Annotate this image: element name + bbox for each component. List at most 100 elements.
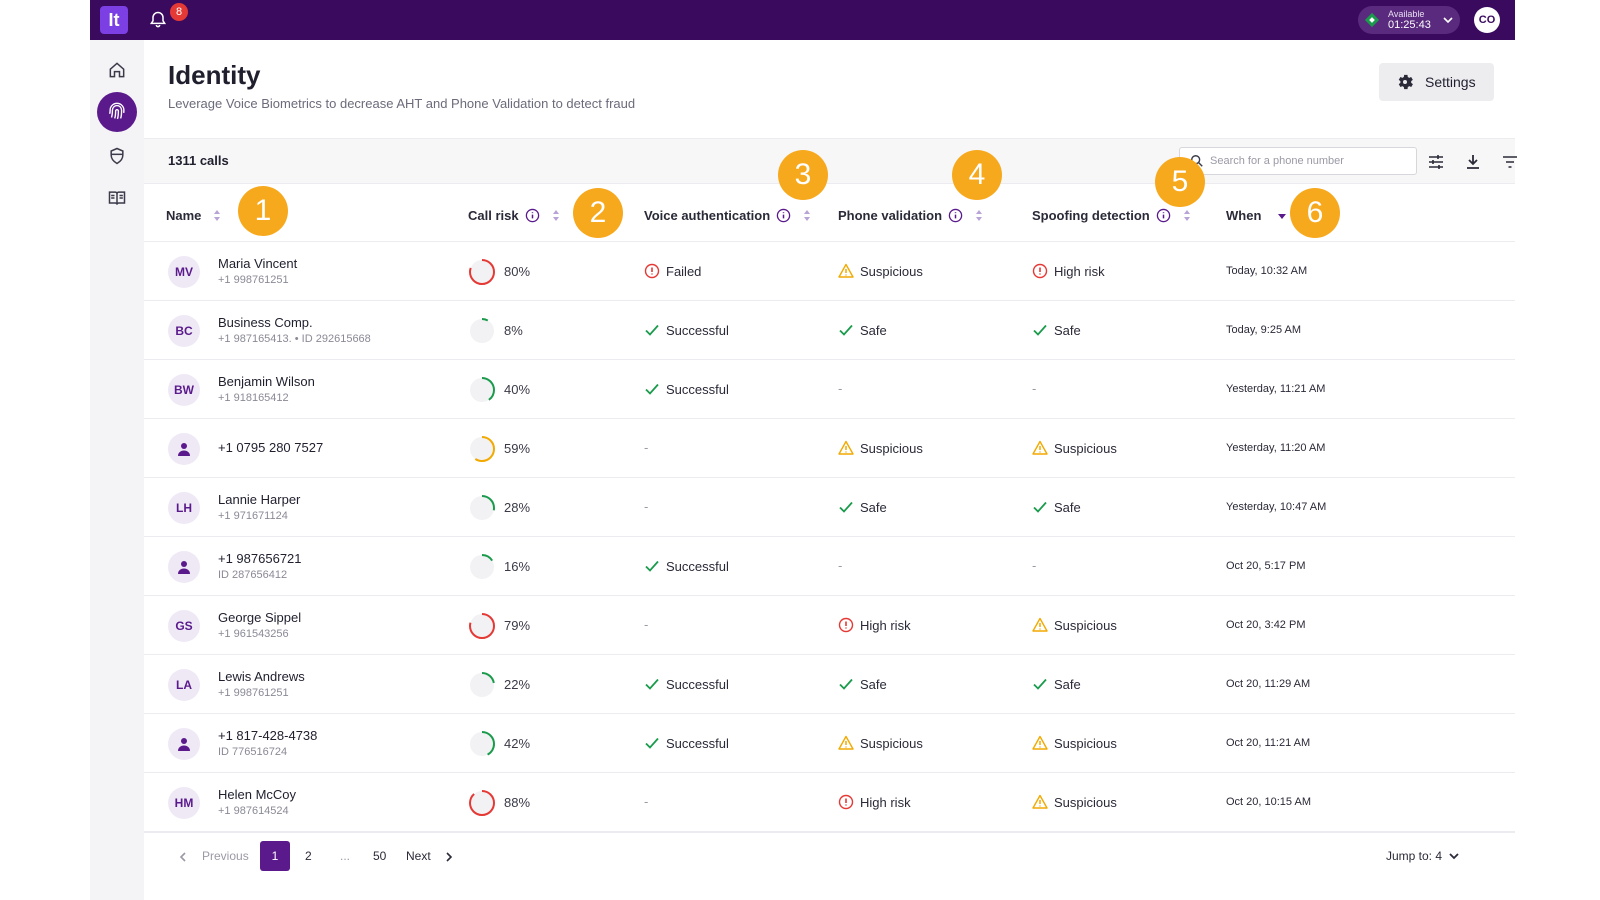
sort-icon[interactable] [975, 210, 983, 221]
risk-gauge [469, 672, 495, 698]
agent-status-dropdown[interactable]: Available 01:25:43 [1358, 6, 1460, 34]
caller-name[interactable]: Lewis Andrews [218, 669, 305, 684]
caller-details: +1 987165413. • ID 292615668 [218, 333, 371, 345]
column-header-when[interactable]: When [1226, 208, 1287, 223]
avatar: LA [168, 669, 200, 701]
calls-count: 1311 calls [168, 153, 229, 168]
call-time: Oct 20, 10:15 AM [1226, 796, 1311, 808]
chevron-right-icon[interactable] [444, 852, 454, 862]
sidebar-item-home[interactable] [97, 50, 137, 90]
phone-validation-status: Suspicious [838, 263, 923, 279]
info-icon[interactable] [948, 208, 963, 223]
table-row[interactable]: BC Business Comp. +1 987165413. • ID 29261… [144, 301, 1515, 360]
caller-name[interactable]: +1 987656721 [218, 551, 302, 566]
spoofing-status: High risk [1032, 263, 1105, 279]
warning-icon [838, 735, 854, 750]
avatar [168, 433, 200, 465]
table-row[interactable]: LH Lannie Harper +1 971671124 28% - Safe Safe Y… [144, 478, 1515, 537]
table-row[interactable]: BW Benjamin Wilson +1 918165412 40% Successf… [144, 360, 1515, 419]
caller-name[interactable]: Benjamin Wilson [218, 374, 315, 389]
table-row[interactable]: GS George Sippel +1 961543256 79% - High risk… [144, 596, 1515, 655]
table-row[interactable]: +1 987656721 ID 287656412 16% Successful - - O… [144, 537, 1515, 596]
call-risk-value: 28% [504, 500, 531, 515]
caller-name[interactable]: George Sippel [218, 610, 302, 625]
caller-name[interactable]: +1 0795 280 7527 [218, 440, 324, 455]
table-row[interactable]: +1 0795 280 7527 59% - Suspicious Suspicious… [144, 419, 1515, 478]
warning-icon [1032, 735, 1048, 750]
sidebar-item-docs[interactable] [97, 178, 137, 218]
sort-icon[interactable] [803, 210, 811, 221]
call-risk-value: 8% [504, 323, 523, 338]
sidebar [90, 40, 144, 900]
caller-details: +1 971671124 [218, 510, 288, 522]
bell-icon[interactable] [148, 10, 168, 30]
avatar: BC [168, 315, 200, 347]
info-icon[interactable] [776, 208, 791, 223]
table-row[interactable]: MV Maria Vincent +1 998761251 80% Failed Susp… [144, 242, 1515, 301]
empty-value: - [644, 440, 649, 455]
caller-name[interactable]: Maria Vincent [218, 256, 298, 271]
caller-details: ID 776516724 [218, 746, 288, 758]
column-header-name[interactable]: Name [166, 208, 221, 223]
status-text: High risk [860, 794, 911, 810]
status-text: Suspicious [860, 735, 923, 751]
user-avatar[interactable]: CO [1474, 7, 1500, 33]
empty-value: - [838, 558, 843, 573]
jump-to-dropdown[interactable]: Jump to: 4 [1386, 849, 1460, 863]
voice-auth-status: - [644, 617, 648, 632]
page-button[interactable]: 2 [305, 849, 312, 863]
call-time: Yesterday, 10:47 AM [1226, 501, 1327, 513]
settings-button[interactable]: Settings [1379, 63, 1494, 101]
error-icon [1032, 263, 1048, 279]
sidebar-item-security[interactable] [97, 136, 137, 176]
column-header-call-risk[interactable]: Call risk [468, 208, 560, 223]
sort-icon[interactable] [552, 210, 560, 221]
caller-name[interactable]: Helen McCoy [218, 787, 297, 802]
caller-details: +1 998761251 [218, 274, 289, 286]
spoofing-status: Safe [1032, 676, 1081, 692]
table-row[interactable]: HM Helen McCoy +1 987614524 88% - High risk Su… [144, 773, 1515, 832]
chevron-left-icon[interactable] [178, 852, 188, 862]
phone-validation-status: Suspicious [838, 735, 923, 751]
sidebar-item-identity[interactable] [97, 92, 137, 132]
status-text: Safe [860, 322, 887, 338]
download-icon[interactable] [1464, 153, 1482, 171]
page-button-current[interactable]: 1 [260, 841, 290, 871]
app-logo[interactable]: It [100, 6, 128, 34]
caller-details: +1 987614524 [218, 805, 289, 817]
table-row[interactable]: +1 817-428-4738 ID 776516724 42% Successful… [144, 714, 1515, 773]
checkmark-icon [1033, 678, 1047, 690]
caller-name[interactable]: +1 817-428-4738 [218, 728, 318, 743]
column-header-voice-auth[interactable]: Voice authentication [644, 208, 811, 223]
info-icon[interactable] [1156, 208, 1171, 223]
checkmark-icon [839, 678, 853, 690]
table-row[interactable]: LA Lewis Andrews +1 998761251 22% Successful… [144, 655, 1515, 714]
caller-name[interactable]: Business Comp. [218, 315, 313, 330]
column-header-phone-validation[interactable]: Phone validation [838, 208, 983, 223]
info-icon[interactable] [525, 208, 540, 223]
search-box[interactable] [1179, 147, 1417, 175]
sort-icon[interactable] [1183, 210, 1191, 221]
sort-icon[interactable] [213, 210, 221, 221]
sort-desc-icon[interactable] [1277, 211, 1287, 221]
column-settings-icon[interactable] [1427, 153, 1445, 171]
warning-icon [1032, 440, 1048, 455]
phone-validation-status: - [838, 558, 842, 573]
status-text: Suspicious [1054, 735, 1117, 751]
avatar [168, 728, 200, 760]
annotation-badge: 3 [778, 150, 828, 200]
page-button[interactable]: 50 [373, 849, 387, 863]
next-page-button[interactable]: Next [406, 849, 431, 863]
annotation-badge: 1 [238, 186, 288, 236]
column-header-spoofing[interactable]: Spoofing detection [1032, 208, 1191, 223]
checkmark-icon [645, 560, 659, 572]
checkmark-icon [839, 324, 853, 336]
caller-name[interactable]: Lannie Harper [218, 492, 301, 507]
book-icon [108, 191, 126, 205]
search-input[interactable] [1210, 152, 1410, 170]
filter-icon[interactable] [1501, 153, 1519, 171]
app-window: It 8 Available 01:25:43 CO Identity Leve… [90, 0, 1517, 900]
call-risk-value: 79% [504, 618, 531, 633]
previous-page-button[interactable]: Previous [202, 849, 249, 863]
column-label: When [1226, 208, 1262, 223]
